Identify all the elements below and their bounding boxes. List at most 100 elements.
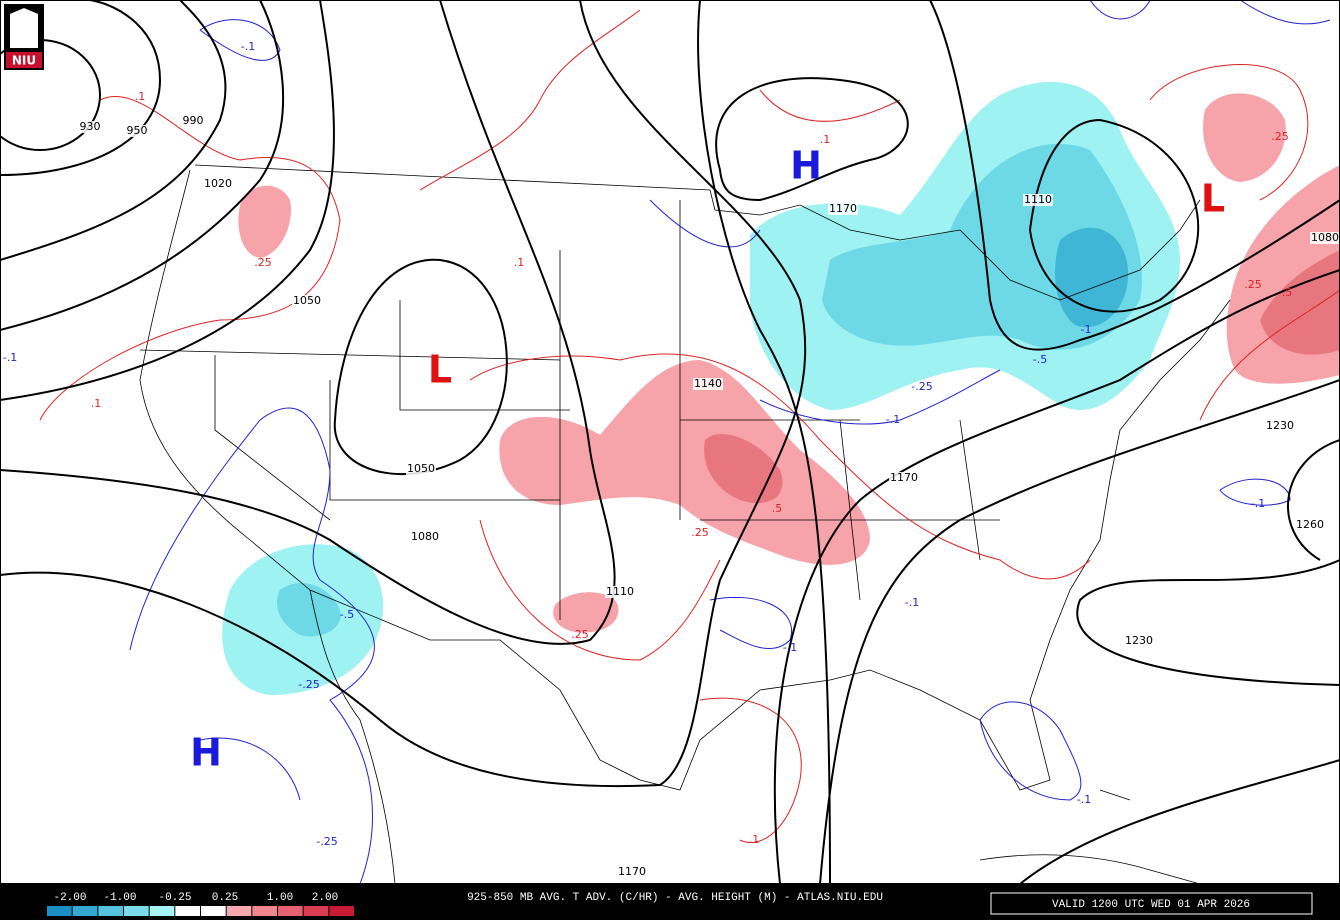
height-label: 950 — [127, 124, 148, 137]
label-background — [122, 125, 152, 137]
height-label: 1230 — [1266, 419, 1294, 432]
label-background — [75, 121, 105, 133]
height-contour — [0, 0, 227, 261]
cold-advection-area — [1055, 227, 1129, 328]
height-contour — [1019, 759, 1340, 885]
warm-advection-area — [704, 434, 783, 504]
colorbar-tick-label: -0.25 — [158, 892, 191, 904]
cold-contour — [129, 407, 375, 885]
height-contour — [1286, 439, 1340, 561]
cold-advection-label: -.1 — [3, 351, 17, 364]
logo: NIU — [4, 4, 44, 70]
colorbar-swatch — [149, 906, 175, 916]
pressure-center: L — [1201, 177, 1225, 221]
height-label: 1080 — [411, 530, 439, 543]
height-label: 1050 — [407, 462, 435, 475]
border — [194, 164, 1201, 301]
colorbar-swatch — [303, 906, 329, 916]
height-contour — [773, 269, 1340, 885]
cold-advection-label: -.1 — [241, 40, 255, 53]
coastline — [139, 169, 396, 885]
footer-title: 925-850 MB AVG. T ADV. (C/HR) - AVG. HEI… — [467, 892, 883, 904]
colorbar-swatch — [252, 906, 277, 916]
warm-advection-label: .1 — [91, 397, 102, 410]
valid-time: VALID 1200 UTC WED 01 APR 2026 — [1052, 899, 1250, 911]
colorbar-swatch — [124, 906, 149, 916]
cold-advection-label: -.25 — [316, 835, 337, 848]
label-background — [828, 203, 858, 215]
label-background — [410, 531, 440, 543]
colorbar-swatch — [47, 906, 72, 916]
warm-advection-label: .1 — [135, 90, 146, 103]
shading — [222, 81, 1340, 695]
cold-advection-label: -.1 — [1251, 497, 1265, 510]
colorbar-tick-label: 0.25 — [212, 892, 238, 904]
warm-contour — [419, 9, 1091, 580]
label-background — [605, 586, 635, 598]
colorbar-swatch — [72, 906, 98, 916]
logo-building — [10, 8, 38, 48]
colorbar-tick-label: 1.00 — [267, 892, 293, 904]
colorbar-swatch — [201, 906, 226, 916]
coastline — [979, 789, 1201, 885]
warm-advection-label: .25 — [691, 526, 709, 539]
label-background — [889, 472, 919, 484]
label-background — [178, 115, 208, 127]
colorbar-tick-label: -2.00 — [53, 892, 86, 904]
warm-contour — [759, 64, 1340, 421]
label-background — [292, 295, 322, 307]
warm-advection-area — [553, 592, 619, 633]
colorbar-tick-label: -1.00 — [103, 892, 136, 904]
label-background — [1124, 635, 1154, 647]
cold-advection-label: -.25 — [911, 380, 932, 393]
label-background — [1023, 194, 1053, 206]
warm-advection-label: .25 — [571, 628, 589, 641]
label-background — [693, 378, 723, 390]
height-label: 1170 — [829, 202, 857, 215]
height-contour — [819, 379, 1340, 885]
warm-advection-area — [1203, 93, 1286, 182]
cold-advection-label: -1 — [1081, 323, 1092, 336]
height-label: 1050 — [293, 294, 321, 307]
logo-band — [6, 52, 42, 68]
pressure-center: L — [428, 348, 452, 392]
colorbar-tick-label: 2.00 — [312, 892, 338, 904]
colorbar-swatch — [329, 906, 354, 916]
colorbar: -2.00 -1.00 -0.25 0.25 1.00 2.00 — [47, 892, 354, 916]
warm-advection-label: .1 — [749, 833, 760, 846]
height-label: 930 — [80, 120, 101, 133]
label-background — [203, 178, 233, 190]
colorbar-swatch — [98, 906, 123, 916]
cold-advection-label: -.1 — [1077, 793, 1091, 806]
warm-advection-label: .25 — [1244, 278, 1262, 291]
height-label: 1110 — [1024, 193, 1052, 206]
height-label: 1110 — [606, 585, 634, 598]
logo-text: NIU — [12, 54, 36, 68]
cold-advection-label: -.1 — [905, 596, 919, 609]
height-contour — [0, 0, 162, 176]
height-contour — [0, 0, 807, 788]
map-labels: H L L H 930 950 990 1020 1050 1050 1080 1110 1140 117… — [3, 40, 1340, 878]
label-background — [1265, 420, 1295, 432]
height-contour — [1076, 559, 1340, 686]
cold-advection-label: -.5 — [340, 608, 354, 621]
height-contour — [697, 0, 831, 885]
colorbar-swatch — [175, 906, 200, 916]
height-contour — [715, 77, 909, 202]
warm-advection-area — [238, 185, 291, 258]
warm-advection-label: .5 — [1282, 286, 1293, 299]
warm-advection-label: .5 — [772, 502, 783, 515]
warm-advection-label: .1 — [514, 256, 525, 269]
height-contour — [0, 0, 335, 401]
height-contour — [0, 0, 285, 331]
height-label: 1080 — [1311, 231, 1339, 244]
height-contour — [1028, 118, 1200, 313]
height-label: 1170 — [890, 471, 918, 484]
height-label: 1140 — [694, 377, 722, 390]
height-contour — [929, 0, 1340, 351]
cold-contour — [709, 478, 1291, 801]
height-label: 1020 — [204, 177, 232, 190]
coastline — [309, 299, 1231, 791]
pressure-center: H — [190, 731, 222, 775]
